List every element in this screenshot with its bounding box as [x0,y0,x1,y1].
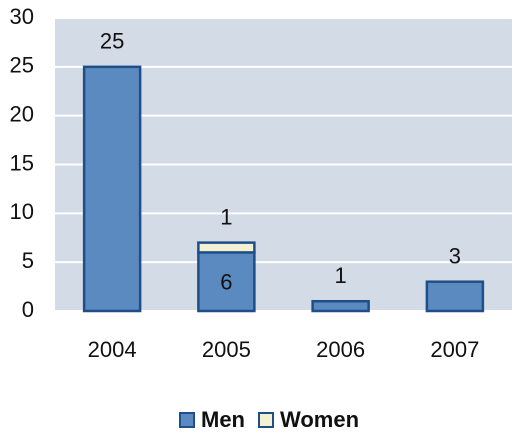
x-tick-label: 2004 [88,337,137,362]
y-tick-label: 0 [22,297,34,322]
legend-swatch [258,412,274,428]
x-tick-label: 2006 [316,337,365,362]
data-label: 1 [335,263,347,288]
data-label: 1 [220,204,232,229]
bar-segment [82,65,142,313]
y-tick-label: 15 [10,150,34,175]
data-label: 25 [100,29,124,54]
data-label: 6 [220,270,232,295]
x-tick-label: 2007 [430,337,479,362]
y-tick-label: 5 [22,248,34,273]
bar-segment [197,241,256,254]
legend-label: Women [280,407,359,432]
bar-segment [311,299,370,313]
legend-label: Men [201,407,245,432]
legend-swatch [179,412,195,428]
data-label: 3 [449,244,461,269]
x-tick-label: 2005 [202,337,251,362]
y-tick-label: 10 [10,199,34,224]
y-tick-label: 30 [10,4,34,29]
y-tick-label: 25 [10,53,34,78]
y-tick-label: 20 [10,101,34,126]
bar-segment [425,280,485,313]
